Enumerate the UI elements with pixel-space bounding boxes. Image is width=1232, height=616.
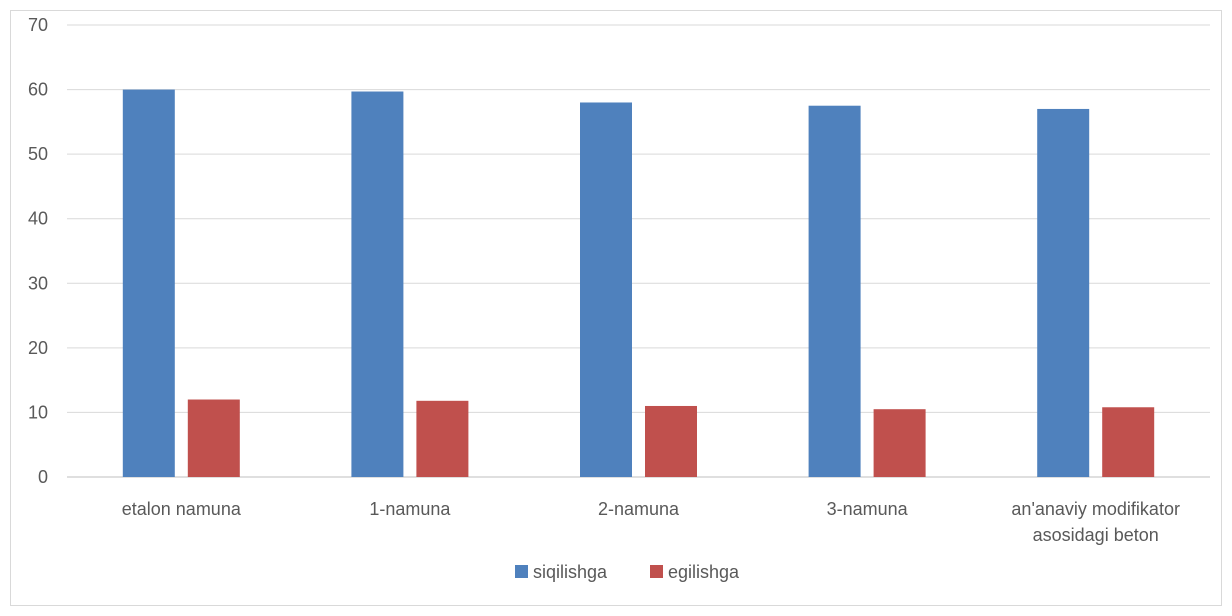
y-tick-label: 20 (28, 338, 48, 358)
legend-swatch (515, 565, 528, 578)
y-tick-label: 40 (28, 209, 48, 229)
y-tick-label: 60 (28, 80, 48, 100)
x-category-label: 1-namuna (369, 499, 451, 519)
bar-egilishga (873, 409, 926, 477)
bar-siqilishga (122, 89, 175, 478)
bars (122, 89, 1155, 478)
x-axis-categories: etalon namuna 1-namuna 2-namuna 3-namuna an'… (122, 499, 1180, 545)
bar-siqilishga (808, 105, 861, 477)
x-category-label: 2-namuna (598, 499, 680, 519)
legend-label: siqilishga (533, 562, 608, 582)
gridlines (67, 24, 1210, 478)
legend-swatch (650, 565, 663, 578)
y-tick-label: 50 (28, 144, 48, 164)
bar-egilishga (1102, 407, 1155, 477)
bar-siqilishga (580, 102, 632, 477)
y-axis-ticks: 0 10 20 30 40 50 60 70 (28, 15, 48, 487)
bar-siqilishga (1037, 108, 1090, 477)
y-tick-label: 10 (28, 402, 48, 422)
legend-label: egilishga (668, 562, 740, 582)
bar-egilishga (416, 400, 469, 477)
x-category-label: etalon namuna (122, 499, 242, 519)
bar-egilishga (645, 405, 697, 477)
bar-siqilishga (351, 91, 404, 477)
y-tick-label: 0 (38, 467, 48, 487)
x-category-label: an'anaviy modifikator (1011, 499, 1180, 519)
x-category-label: asosidagi beton (1033, 525, 1159, 545)
y-tick-label: 30 (28, 273, 48, 293)
legend: siqilishga egilishga (515, 562, 740, 582)
y-tick-label: 70 (28, 15, 48, 35)
x-category-label: 3-namuna (827, 499, 909, 519)
bar-egilishga (187, 399, 240, 477)
